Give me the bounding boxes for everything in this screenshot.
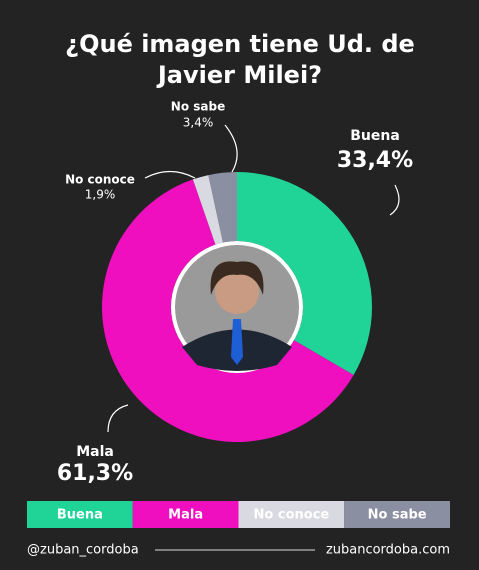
chart-title: ¿Qué imagen tiene Ud. de [65,30,415,58]
legend-label: Mala [168,508,203,523]
data-label-name: No sabe [171,100,225,114]
legend-swatch [132,501,239,528]
legend-label: Buena [57,508,103,523]
footer-site: zubancordoba.com [326,543,450,558]
legend-swatch [238,501,345,528]
legend-swatch [27,501,133,528]
data-label-value: 1,9% [85,188,116,202]
arrow [389,184,400,216]
data-label-value: 3,4% [183,116,214,130]
arrows [107,124,400,433]
photo-head [215,270,259,314]
data-label-value: 33,4% [337,148,413,173]
chart-title: Javier Milei? [156,61,322,89]
photo-hair [210,261,264,295]
data-label-name: Mala [76,444,114,460]
donut-segment [237,172,372,375]
legend-swatch [344,501,450,528]
data-label-value: 61,3% [57,461,133,486]
arrow [144,170,196,179]
legend-label: No conoce [254,508,330,523]
footer-handle: @zuban_cordoba [27,543,139,558]
photo-tie [231,319,243,365]
arrow [107,404,129,433]
data-label-name: Buena [350,128,400,144]
legend-label: No sabe [368,508,427,523]
arrow [224,124,238,173]
donut-segment [192,175,224,245]
data-label-name: No conoce [65,173,135,187]
donut-segment [101,179,354,442]
donut-segment [208,172,237,243]
